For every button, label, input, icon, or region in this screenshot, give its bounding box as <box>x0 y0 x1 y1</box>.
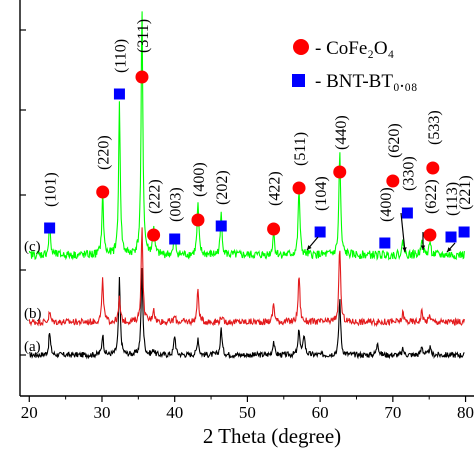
peak-label: (221) <box>457 175 474 210</box>
peak-marker-bnt <box>458 226 470 238</box>
peak-marker-bnt <box>113 88 125 100</box>
legend: - CoFe₂O₄ - BNT-BT₀.₀₈ <box>292 38 418 92</box>
x-tick-label: 50 <box>239 403 256 422</box>
peak-label: (511) <box>292 132 309 166</box>
peak-marker-cfo <box>96 185 110 199</box>
annotation-arrowhead <box>307 245 312 250</box>
series-layer: (a) (b) (c) <box>24 11 465 360</box>
annotation-arrowhead <box>420 245 426 250</box>
peak-label: (400) <box>378 187 395 222</box>
peak-marker-bnt <box>314 226 326 238</box>
peak-label: (400) <box>191 162 208 197</box>
x-axis-label: 2 Theta (degree) <box>203 424 341 448</box>
peak-marker-cfo <box>426 161 440 175</box>
peak-marker-cfo <box>135 70 149 84</box>
peak-label: (101) <box>43 172 60 207</box>
x-tick-label: 80 <box>457 403 474 422</box>
x-tick-label: 60 <box>312 403 329 422</box>
series-label-b: (b) <box>24 306 42 322</box>
annotation-arrowhead <box>447 247 452 252</box>
x-tick-label: 30 <box>93 403 110 422</box>
annotation-layer: (101) (220) (110) (311) (222) (003) (400) (202)… <box>43 19 474 253</box>
peak-marker-cfo <box>267 222 281 236</box>
peak-label: (440) <box>333 115 350 150</box>
series-line-c <box>28 11 465 261</box>
peak-marker-cfo <box>386 174 400 188</box>
peak-label: (113) <box>444 182 461 216</box>
peak-label: (622) <box>423 179 440 214</box>
peak-marker-cfo <box>333 165 347 179</box>
peak-marker-bnt <box>445 231 457 243</box>
legend-label-bnt-bt: - BNT-BT₀.₀₈ <box>315 71 418 92</box>
peak-label: (220) <box>96 135 113 170</box>
series-line-a <box>29 267 465 360</box>
peak-label: (222) <box>147 179 164 214</box>
legend-marker-cofe2o4 <box>293 39 309 55</box>
peak-marker-bnt <box>169 233 181 245</box>
peak-label: (330) <box>400 156 417 191</box>
peak-label: (003) <box>168 187 185 222</box>
x-tick-label: 40 <box>166 403 183 422</box>
annotation-arrowhead <box>402 247 407 252</box>
legend-marker-bnt-bt <box>292 74 305 87</box>
peak-label: (104) <box>313 176 330 211</box>
peak-marker-cfo <box>423 228 437 242</box>
peak-marker-bnt <box>379 237 391 249</box>
series-label-c: (c) <box>24 239 41 255</box>
peak-marker-cfo <box>191 213 205 227</box>
peak-label: (533) <box>426 110 443 145</box>
peak-marker-bnt <box>215 220 227 232</box>
x-tick-label: 20 <box>21 403 38 422</box>
peak-label: (202) <box>214 170 231 205</box>
legend-label-cofe2o4: - CoFe₂O₄ <box>315 38 394 59</box>
peak-label: (311) <box>135 19 152 53</box>
peak-marker-cfo <box>292 181 306 195</box>
annotation-arrow <box>400 212 406 253</box>
peak-marker-bnt <box>401 207 413 219</box>
peak-label: (110) <box>112 39 129 73</box>
axes-layer: 20 30 40 50 60 70 80 <box>19 0 474 422</box>
peak-label: (422) <box>267 171 284 206</box>
peak-marker-bnt <box>44 222 56 234</box>
peak-marker-cfo <box>147 228 161 242</box>
x-tick-label: 70 <box>384 403 401 422</box>
series-label-a: (a) <box>24 339 41 355</box>
series-line-b <box>28 227 465 328</box>
peak-label: (620) <box>386 123 403 158</box>
